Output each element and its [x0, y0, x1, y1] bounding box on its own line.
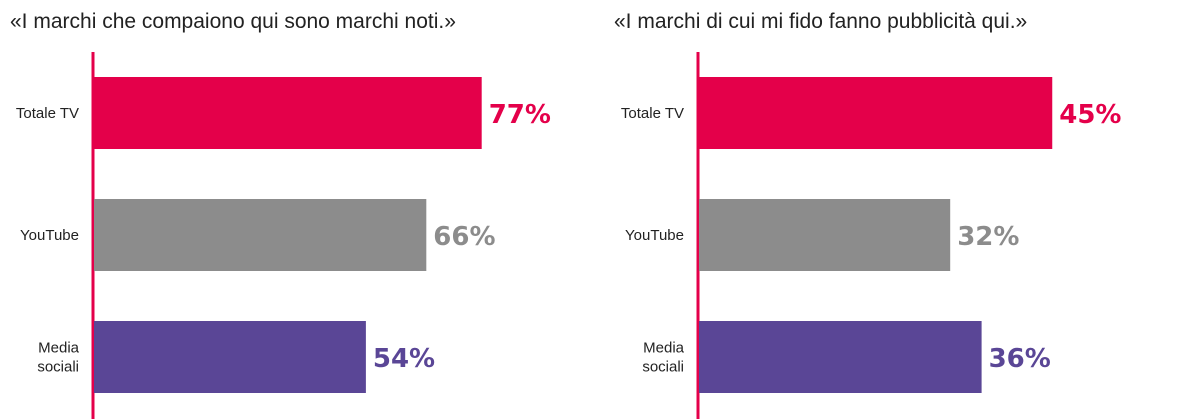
bar-chart-svg: Totale TV 77% YouTube 66% Media sociali 54% [16, 52, 551, 419]
category-label-line: Totale TV [16, 105, 79, 122]
value-label: 66% [433, 222, 495, 252]
category-label-line: sociali [642, 359, 684, 376]
category-label-line: Media [38, 340, 80, 357]
chart-brands-trusted: «I marchi di cui mi fido fanno pubblicit… [604, 0, 1200, 419]
category-label-line: YouTube [625, 227, 684, 244]
category-label-line: sociali [37, 359, 79, 376]
bar-youtube [699, 199, 951, 271]
bar-youtube [94, 199, 427, 271]
value-label: 36% [989, 344, 1051, 374]
bar-chart-svg: Totale TV 45% YouTube 32% Media sociali 36% [621, 52, 1121, 419]
chart-title: «I marchi di cui mi fido fanno pubblicit… [614, 10, 1028, 33]
category-label: Totale TV [621, 105, 684, 122]
category-label: Media sociali [642, 340, 684, 376]
value-label: 77% [489, 100, 551, 130]
category-label: YouTube [20, 227, 79, 244]
bar-totale-tv [699, 77, 1053, 149]
category-label: Media sociali [37, 340, 79, 376]
bar-totale-tv [94, 77, 482, 149]
chart-title: «I marchi che compaiono qui sono marchi … [10, 10, 456, 33]
category-label-line: Totale TV [621, 105, 684, 122]
bar-media-sociali [699, 321, 982, 393]
category-label-line: Media [643, 340, 685, 357]
chart-brands-known: «I marchi che compaiono qui sono marchi … [10, 10, 551, 419]
category-label-line: YouTube [20, 227, 79, 244]
bar-media-sociali [94, 321, 366, 393]
category-label: YouTube [625, 227, 684, 244]
category-label: Totale TV [16, 105, 79, 122]
value-label: 45% [1059, 100, 1121, 130]
value-label: 54% [373, 344, 435, 374]
value-label: 32% [957, 222, 1019, 252]
